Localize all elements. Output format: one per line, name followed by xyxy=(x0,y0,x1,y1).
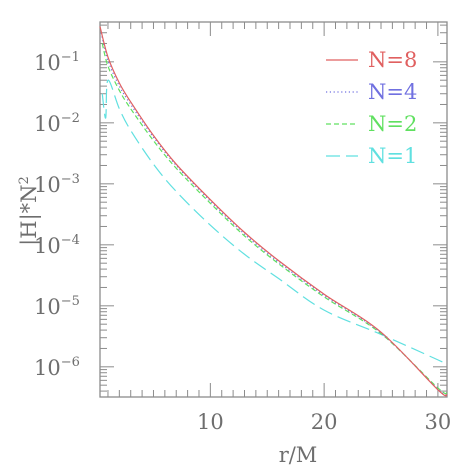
legend-label: N=4 xyxy=(368,80,417,104)
series-line-n1 xyxy=(101,79,448,365)
plot-frame xyxy=(99,21,448,398)
axis-ticks xyxy=(100,22,447,397)
y-tick-label: 10−3 xyxy=(34,172,80,197)
y-tick-labels: 10−1 10−2 10−3 10−4 10−5 10−6 xyxy=(34,50,80,380)
y-tick-label: 10−2 xyxy=(34,111,80,136)
series-line-n2 xyxy=(101,43,448,395)
y-tick-label: 10−4 xyxy=(34,233,80,258)
y-tick-label: 10−5 xyxy=(34,294,80,319)
y-tick-label: 10−1 xyxy=(34,50,80,75)
x-tick-labels: 10 20 30 xyxy=(197,410,451,434)
y-tick-label: 10−6 xyxy=(34,355,80,380)
x-tick-label: 20 xyxy=(311,410,338,434)
x-tick-label: 30 xyxy=(425,410,452,434)
legend-label: N=2 xyxy=(368,112,417,136)
x-axis-label: r/M xyxy=(279,443,318,467)
legend: N=8 N=4 N=2 N=1 xyxy=(326,48,417,168)
x-tick-label: 10 xyxy=(197,410,224,434)
legend-label: N=1 xyxy=(368,144,417,168)
y-axis-label: |H|*N2 xyxy=(17,176,42,246)
series-line-n8 xyxy=(99,26,448,397)
series-curves xyxy=(99,26,448,397)
y-axis-label-superscript: 2 xyxy=(17,176,32,184)
legend-label: N=8 xyxy=(368,48,417,72)
